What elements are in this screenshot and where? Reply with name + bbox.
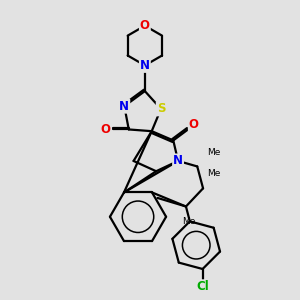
Text: Me: Me bbox=[207, 148, 220, 157]
Text: Cl: Cl bbox=[196, 280, 209, 293]
Text: O: O bbox=[101, 123, 111, 136]
Text: S: S bbox=[157, 102, 165, 116]
Text: N: N bbox=[173, 154, 183, 167]
Text: N: N bbox=[140, 59, 150, 72]
Text: O: O bbox=[140, 19, 150, 32]
Text: Me: Me bbox=[207, 169, 220, 178]
Text: N: N bbox=[119, 100, 129, 113]
Text: Me: Me bbox=[182, 218, 195, 226]
Text: O: O bbox=[189, 118, 199, 131]
